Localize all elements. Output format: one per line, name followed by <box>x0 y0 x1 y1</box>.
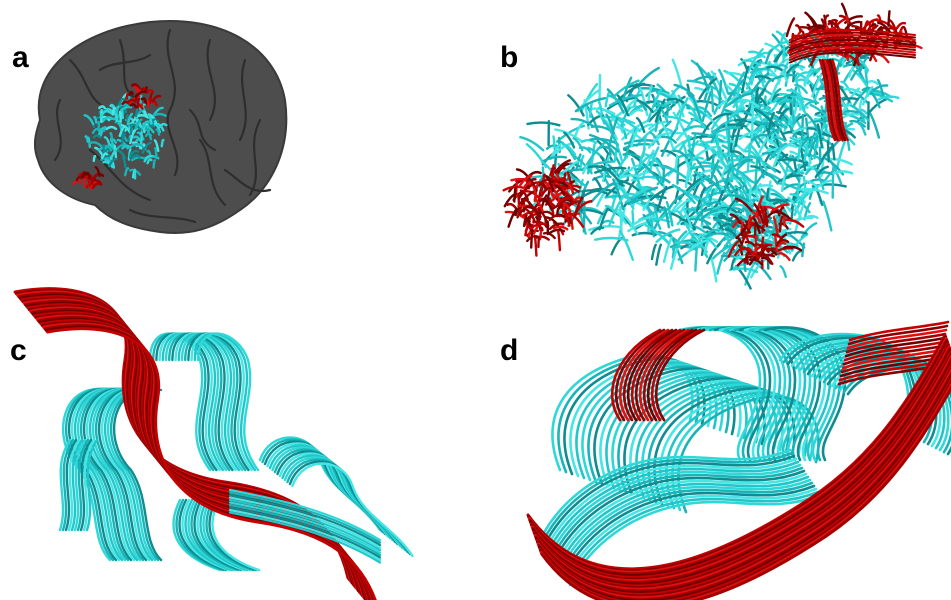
fiber <box>793 72 794 82</box>
fiber <box>120 112 121 121</box>
fiber <box>600 75 601 101</box>
fiber <box>791 97 792 114</box>
fiber <box>798 186 799 200</box>
fiber <box>828 141 829 161</box>
fiber <box>784 216 785 225</box>
fiber <box>154 160 155 167</box>
fiber <box>889 11 890 26</box>
fiber <box>783 46 784 62</box>
fiber <box>752 106 753 139</box>
fiber <box>712 89 713 111</box>
fiber <box>535 237 536 255</box>
fiber <box>94 156 95 161</box>
fiber <box>127 94 128 98</box>
panel-label: d <box>500 334 518 367</box>
fiber <box>155 148 157 158</box>
figure: a b c d <box>0 0 951 600</box>
fiber <box>146 87 147 91</box>
fiber <box>111 133 112 139</box>
panel-label: c <box>10 334 27 367</box>
fiber <box>131 127 132 134</box>
fiber <box>676 156 677 172</box>
fiber <box>138 99 139 107</box>
fiber <box>663 166 664 182</box>
fiber <box>554 137 555 150</box>
panel-label: b <box>500 41 518 74</box>
fiber <box>767 189 769 202</box>
panel-label: a <box>12 41 29 74</box>
fiber <box>538 238 539 247</box>
fiber <box>695 248 696 270</box>
page: a b c d (() => { const data = JSON.parse… <box>0 0 951 600</box>
fiber <box>633 211 634 224</box>
